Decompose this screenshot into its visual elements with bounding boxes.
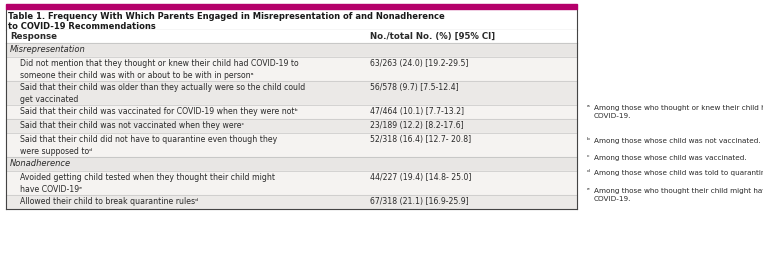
- Bar: [6, 30, 577, 43]
- Text: 23/189 (12.2) [8.2-17.6]: 23/189 (12.2) [8.2-17.6]: [370, 121, 464, 130]
- Bar: [6, 119, 577, 133]
- Text: 63/263 (24.0) [19.2-29.5]: 63/263 (24.0) [19.2-29.5]: [370, 59, 468, 68]
- Text: Said that their child was vaccinated for COVID-19 when they were notᵇ: Said that their child was vaccinated for…: [20, 107, 298, 116]
- Text: Avoided getting child tested when they thought their child might
have COVID-19ᵉ: Avoided getting child tested when they t…: [20, 173, 275, 195]
- Text: ᵃ: ᵃ: [587, 105, 590, 111]
- Bar: [6, 57, 577, 81]
- Text: Response: Response: [10, 32, 57, 41]
- Text: 67/318 (21.1) [16.9-25.9]: 67/318 (21.1) [16.9-25.9]: [370, 197, 468, 206]
- Text: ᵈ: ᵈ: [587, 170, 590, 176]
- Bar: [6, 4, 577, 9]
- Text: Among those whose child was vaccinated.: Among those whose child was vaccinated.: [594, 155, 747, 161]
- Bar: [6, 133, 577, 157]
- Text: Did not mention that they thought or knew their child had COVID-19 to
someone th: Did not mention that they thought or kne…: [20, 59, 298, 81]
- Text: ᵉ: ᵉ: [587, 188, 590, 194]
- Text: Table 1. Frequency With Which Parents Engaged in Misrepresentation of and Nonadh: Table 1. Frequency With Which Parents En…: [8, 12, 445, 21]
- Bar: [6, 195, 577, 209]
- Text: Misrepresentation: Misrepresentation: [10, 45, 85, 54]
- Text: to COVID-19 Recommendations: to COVID-19 Recommendations: [8, 22, 156, 31]
- Bar: [6, 105, 577, 119]
- Bar: [6, 81, 577, 105]
- Text: Said that their child was older than they actually were so the child could
get v: Said that their child was older than the…: [20, 83, 305, 105]
- Text: Nonadherence: Nonadherence: [10, 159, 71, 168]
- Bar: [6, 157, 577, 171]
- Text: Among those who thought or knew their child had
COVID-19.: Among those who thought or knew their ch…: [594, 105, 763, 119]
- Text: ᶜ: ᶜ: [587, 155, 590, 161]
- Text: Allowed their child to break quarantine rulesᵈ: Allowed their child to break quarantine …: [20, 197, 198, 206]
- Text: Among those who thought their child might have
COVID-19.: Among those who thought their child migh…: [594, 188, 763, 202]
- Bar: [6, 43, 577, 57]
- Text: Among those whose child was not vaccinated.: Among those whose child was not vaccinat…: [594, 138, 761, 144]
- Text: 47/464 (10.1) [7.7-13.2]: 47/464 (10.1) [7.7-13.2]: [370, 107, 464, 116]
- Text: Said that their child was not vaccinated when they wereᶜ: Said that their child was not vaccinated…: [20, 121, 244, 130]
- Text: ᵇ: ᵇ: [587, 138, 590, 144]
- Bar: [6, 171, 577, 195]
- Text: No./total No. (%) [95% CI]: No./total No. (%) [95% CI]: [370, 32, 495, 41]
- Text: 52/318 (16.4) [12.7- 20.8]: 52/318 (16.4) [12.7- 20.8]: [370, 135, 471, 144]
- Text: 56/578 (9.7) [7.5-12.4]: 56/578 (9.7) [7.5-12.4]: [370, 83, 459, 92]
- Text: Among those whose child was told to quarantine.: Among those whose child was told to quar…: [594, 170, 763, 176]
- Text: 44/227 (19.4) [14.8- 25.0]: 44/227 (19.4) [14.8- 25.0]: [370, 173, 472, 182]
- Text: Said that their child did not have to quarantine even though they
were supposed : Said that their child did not have to qu…: [20, 135, 277, 157]
